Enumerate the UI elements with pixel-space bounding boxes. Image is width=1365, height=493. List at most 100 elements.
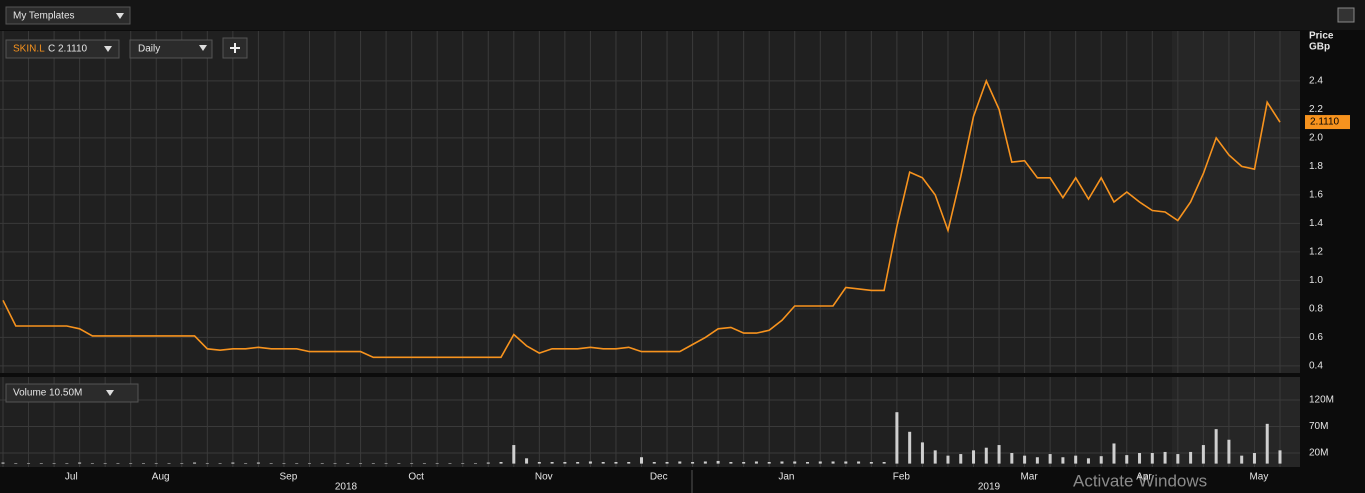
volume-bar: [295, 463, 299, 464]
volume-bar: [537, 462, 541, 464]
y-tick-label: 2.4: [1309, 76, 1323, 87]
volume-bar: [1086, 458, 1090, 464]
dropdown-arrow: [199, 45, 207, 51]
y-tick-label: 2.2: [1309, 104, 1323, 115]
volume-bar: [754, 461, 758, 464]
volume-bar: [486, 462, 490, 464]
volume-bar: [1112, 443, 1116, 464]
volume-bar: [959, 454, 963, 464]
y-tick-label: 0.6: [1309, 332, 1323, 343]
marks: [1, 78, 1282, 464]
volume-bar: [1265, 423, 1269, 464]
x-tick-label: Dec: [650, 472, 668, 483]
volume-bar: [920, 442, 924, 464]
x-tick-label: Mar: [1020, 472, 1038, 483]
volume-bar: [652, 462, 656, 464]
volume-bar: [141, 463, 145, 464]
close-label: C 2.1110: [48, 44, 88, 55]
volume-bar: [461, 463, 465, 464]
volume-bar: [601, 462, 605, 464]
template-dropdown[interactable]: [5, 6, 131, 25]
volume-bar: [52, 463, 56, 464]
volume-bar: [793, 461, 797, 464]
volume-bar: [640, 457, 643, 464]
volume-bar: [1048, 454, 1052, 464]
volume-bar: [473, 463, 477, 464]
volume-bar: [716, 460, 720, 464]
panel-shade: [1172, 31, 1300, 373]
volume-bar: [614, 462, 618, 464]
print-button[interactable]: [1337, 7, 1355, 23]
volume-bar: [307, 463, 311, 464]
dropdown-arrow: [104, 46, 112, 52]
symbol-box[interactable]: [5, 39, 120, 59]
year-label: 2018: [335, 482, 358, 493]
x-tick-label: Jul: [65, 472, 78, 483]
volume-bar: [244, 463, 248, 464]
y-tick-label: 1.8: [1309, 161, 1323, 172]
symbol: SKIN.L: [13, 44, 45, 55]
volume-bar: [14, 463, 18, 464]
template-label: My Templates: [13, 11, 75, 22]
volume-bar: [512, 445, 516, 464]
volume-bar: [333, 463, 337, 464]
dropdown-arrow: [106, 390, 114, 396]
volume-bar: [882, 462, 886, 464]
volume-bar: [563, 462, 567, 464]
volume-bar: [831, 461, 835, 464]
volume-bar: [359, 463, 363, 464]
volume-bar: [103, 463, 107, 464]
x-tick-label: Feb: [893, 472, 911, 483]
volume-bar: [1, 462, 5, 464]
volume-bar: [269, 463, 273, 464]
volume-bar: [180, 463, 184, 464]
volume-bar: [844, 461, 848, 464]
x-tick-label: Aug: [152, 472, 170, 483]
volume-bar: [371, 463, 375, 464]
volume-bar: [1125, 455, 1129, 464]
volume-box[interactable]: [5, 383, 139, 403]
volume-bar: [1214, 429, 1218, 464]
interval-box[interactable]: [129, 39, 213, 59]
y-tick-label: 2.0: [1309, 133, 1323, 144]
volume-bar: [627, 462, 631, 464]
volume-bar: [691, 462, 695, 464]
grid: [0, 31, 1300, 467]
volume-bar: [1227, 439, 1231, 464]
volume-bar: [167, 463, 171, 464]
y-tick-label: 1.6: [1309, 190, 1323, 201]
volume-bar: [895, 412, 899, 464]
volume-panel: [0, 377, 1300, 467]
volume-bar: [499, 462, 503, 464]
volume-bar: [984, 447, 988, 464]
volume-bar: [729, 462, 733, 464]
price-panel: [0, 31, 1300, 373]
volume-bar: [1035, 457, 1039, 464]
x-tick-label: Nov: [535, 472, 553, 483]
y-tick-label: 20M: [1309, 448, 1328, 459]
volume-bar: [1138, 453, 1142, 464]
volume-bar: [384, 463, 388, 464]
volume-bar: [742, 462, 746, 464]
volume-bar: [1099, 456, 1103, 464]
volume-bar: [665, 462, 669, 464]
volume-bar: [550, 462, 554, 464]
volume-bar: [767, 462, 771, 464]
y-axis-title: Price: [1309, 31, 1334, 42]
volume-bar: [869, 462, 873, 464]
volume-label: 10.50M: [49, 388, 82, 399]
volume-bar: [525, 458, 529, 464]
y-tick-label: 0.8: [1309, 304, 1323, 315]
volume-bar: [1240, 455, 1244, 464]
last-price-tag: [1305, 115, 1350, 130]
volume-bar: [1023, 455, 1027, 464]
last-price-label: 2.1110: [1310, 117, 1340, 128]
x-tick-label: Sep: [280, 472, 298, 483]
y-axis-unit: GBp: [1309, 42, 1330, 53]
volume-bar: [933, 450, 937, 464]
watermark: Activate Windows: [1073, 471, 1207, 490]
volume-bar: [154, 463, 158, 464]
volume-bar: [27, 463, 31, 464]
